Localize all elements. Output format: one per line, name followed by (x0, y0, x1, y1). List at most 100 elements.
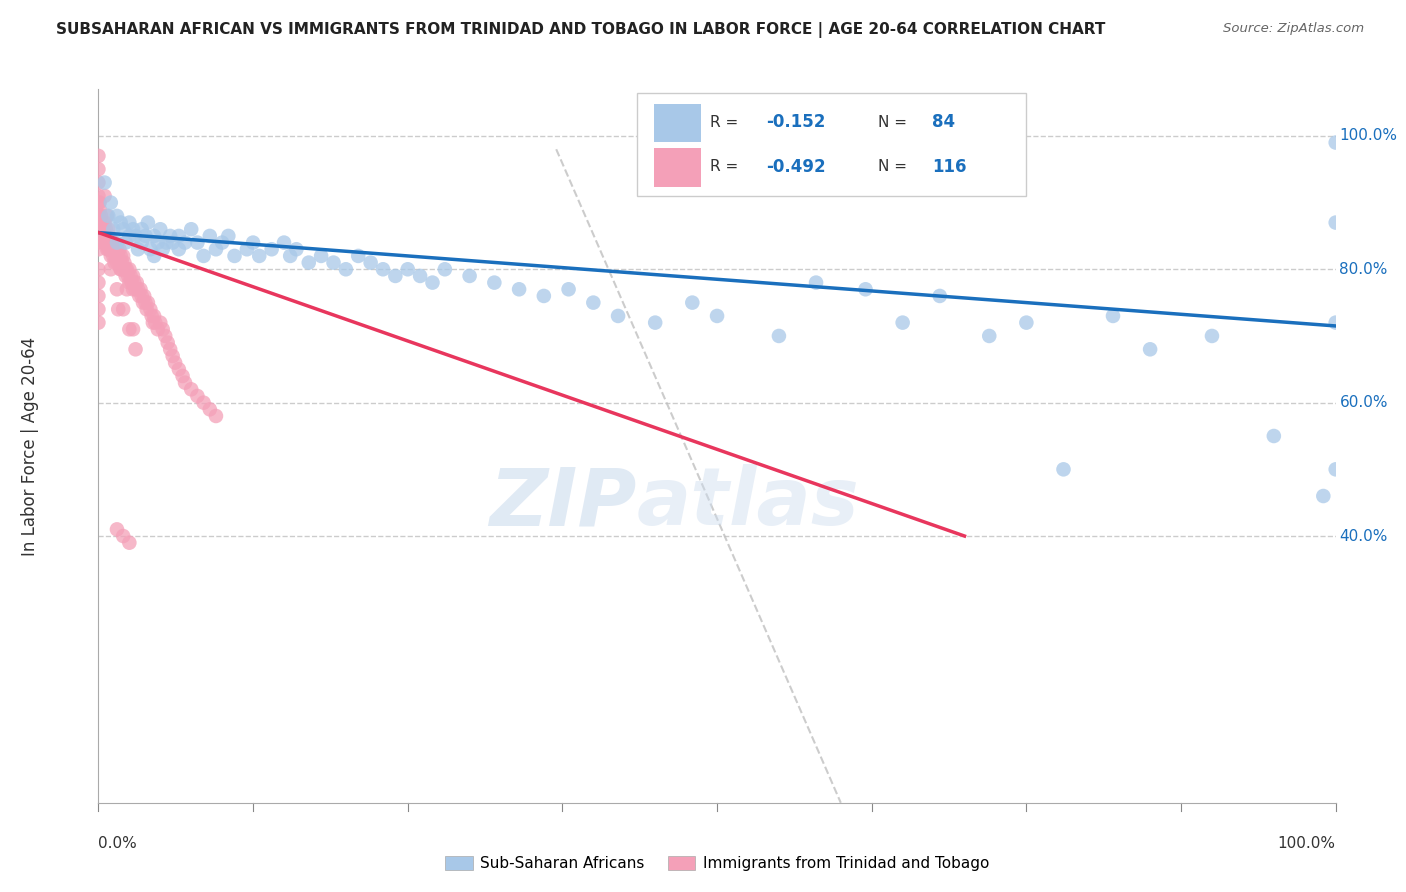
Point (174, 235, 197, 250)
Point (114, 262, 136, 277)
Point (433, 262, 456, 277)
Text: 116: 116 (932, 158, 967, 176)
Point (94, 222, 117, 236)
Point (98, 228, 121, 243)
Point (90, 222, 112, 236)
Point (103, 255, 125, 269)
Text: 40.0%: 40.0% (1340, 529, 1388, 543)
Point (1324, 462, 1347, 476)
Point (533, 289, 555, 303)
Point (87, 149, 110, 163)
Point (118, 262, 141, 277)
Point (89, 195, 111, 210)
Point (1312, 489, 1334, 503)
Point (205, 242, 228, 256)
Point (93, 216, 115, 230)
Point (458, 268, 481, 283)
Point (217, 228, 239, 243)
Point (180, 382, 202, 396)
Point (87, 242, 110, 256)
Point (90, 209, 112, 223)
Point (103, 249, 125, 263)
Point (193, 249, 215, 263)
FancyBboxPatch shape (654, 103, 702, 143)
Text: ZIP: ZIP (489, 464, 637, 542)
Point (768, 329, 790, 343)
Point (87, 302, 110, 317)
Point (335, 262, 357, 277)
Text: 80.0%: 80.0% (1340, 261, 1388, 277)
Point (114, 235, 136, 250)
Point (91, 216, 114, 230)
Point (87, 195, 110, 210)
Point (125, 276, 148, 290)
Point (110, 216, 132, 230)
Point (117, 268, 139, 283)
Point (155, 329, 177, 343)
Point (167, 362, 190, 376)
Point (127, 282, 149, 296)
Point (557, 282, 579, 296)
Point (97, 209, 120, 223)
Point (112, 249, 135, 263)
Point (180, 222, 202, 236)
Point (1263, 429, 1285, 443)
Text: R =: R = (710, 159, 742, 174)
Point (124, 282, 146, 296)
Point (979, 329, 1001, 343)
Point (167, 242, 190, 256)
Point (100, 249, 122, 263)
Point (103, 242, 125, 256)
Text: 0.0%: 0.0% (98, 836, 138, 851)
Point (165, 356, 187, 370)
Point (1324, 216, 1347, 230)
Point (107, 302, 129, 317)
Text: SUBSAHARAN AFRICAN VS IMMIGRANTS FROM TRINIDAD AND TOBAGO IN LABOR FORCE | AGE 2: SUBSAHARAN AFRICAN VS IMMIGRANTS FROM TR… (56, 22, 1105, 38)
Point (108, 255, 131, 269)
Point (121, 276, 143, 290)
Text: 100.0%: 100.0% (1340, 128, 1398, 144)
Point (174, 376, 197, 390)
Point (278, 249, 301, 263)
Point (96, 242, 118, 256)
Point (115, 262, 138, 277)
Text: R =: R = (710, 115, 742, 130)
Point (127, 242, 149, 256)
Point (143, 316, 166, 330)
Point (110, 262, 132, 277)
Point (98, 242, 121, 256)
Point (87, 222, 110, 236)
Point (162, 349, 184, 363)
Point (1324, 316, 1347, 330)
Point (1139, 343, 1161, 357)
Point (107, 249, 129, 263)
Point (104, 249, 127, 263)
Point (122, 222, 145, 236)
Point (122, 268, 145, 283)
Text: Source: ZipAtlas.com: Source: ZipAtlas.com (1223, 22, 1364, 36)
Text: -0.152: -0.152 (766, 113, 825, 131)
Text: atlas: atlas (637, 464, 859, 542)
Point (124, 228, 146, 243)
Point (103, 222, 125, 236)
Point (131, 289, 153, 303)
Point (396, 262, 419, 277)
Text: In Labor Force | Age 20-64: In Labor Force | Age 20-64 (21, 336, 39, 556)
Point (146, 235, 169, 250)
Point (91, 222, 114, 236)
Point (103, 235, 125, 250)
Point (247, 249, 270, 263)
Point (89, 216, 111, 230)
Point (384, 268, 406, 283)
Point (91, 228, 114, 243)
Point (87, 316, 110, 330)
Point (97, 222, 120, 236)
Point (87, 216, 110, 230)
Point (582, 295, 605, 310)
Point (681, 295, 703, 310)
Point (143, 309, 166, 323)
Point (112, 255, 135, 269)
Point (198, 228, 221, 243)
Point (1102, 309, 1125, 323)
Legend: Sub-Saharan Africans, Immigrants from Trinidad and Tobago: Sub-Saharan Africans, Immigrants from Tr… (439, 850, 995, 877)
